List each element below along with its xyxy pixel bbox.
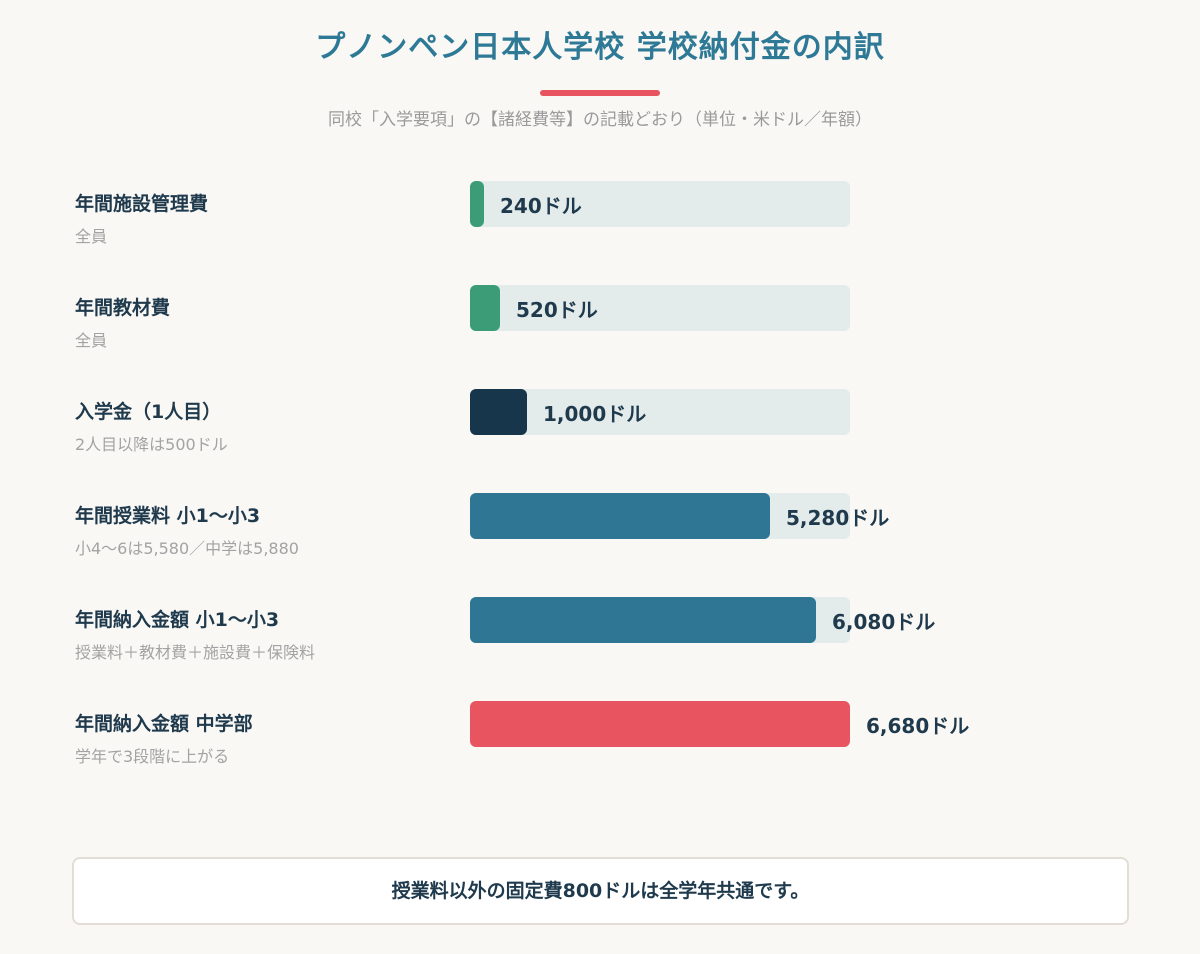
bar-category-note: 全員: [75, 331, 108, 350]
bar-row: 年間納入金額 中学部 学年で3段階に上がる 6,680ドル: [0, 701, 1200, 781]
bar-value-label: 5,280ドル: [786, 506, 890, 530]
chart-title: プノンペン日本人学校 学校納付金の内訳: [315, 30, 885, 65]
bar-category-note: 授業料＋教材費＋施設費＋保険料: [75, 643, 316, 662]
bar: [470, 389, 527, 435]
bar-row: 年間納入金額 小1〜小3 授業料＋教材費＋施設費＋保険料 6,080ドル: [0, 597, 1200, 677]
note-text: 授業料以外の固定費800ドルは全学年共通です。: [391, 880, 810, 902]
bar-track: [470, 285, 850, 331]
bar-category-note: 学年で3段階に上がる: [75, 747, 230, 766]
bar-track: [470, 181, 850, 227]
chart-subtitle: 同校「入学要項」の【諸経費等】の記載どおり（単位・米ドル／年額）: [328, 110, 872, 130]
bar: [470, 285, 500, 331]
bar: [470, 597, 816, 643]
bar: [470, 493, 770, 539]
bar-category-note: 全員: [75, 227, 108, 246]
bar-category-label: 年間納入金額 小1〜小3: [75, 609, 280, 631]
bar-category-label: 年間授業料 小1〜小3: [75, 505, 261, 527]
bar-value-label: 240ドル: [500, 194, 582, 218]
bar-category-note: 小4〜6は5,580／中学は5,880: [75, 539, 299, 558]
bar-row: 入学金（1人目） 2人目以降は500ドル 1,000ドル: [0, 389, 1200, 469]
bar: [470, 181, 484, 227]
bar-value-label: 520ドル: [516, 298, 598, 322]
bar-category-note: 2人目以降は500ドル: [75, 435, 228, 454]
bar-value-label: 6,080ドル: [832, 610, 936, 634]
bar: [470, 701, 850, 747]
bar-category-label: 年間施設管理費: [75, 193, 209, 215]
bar-row: 年間授業料 小1〜小3 小4〜6は5,580／中学は5,880 5,280ドル: [0, 493, 1200, 573]
bar-category-label: 年間教材費: [75, 297, 171, 319]
bar-row: 年間施設管理費 全員 240ドル: [0, 181, 1200, 261]
bar-category-label: 入学金（1人目）: [75, 401, 222, 423]
bar-row: 年間教材費全員 520ドル: [0, 285, 1200, 365]
bar-value-label: 6,680ドル: [866, 714, 970, 738]
bar-value-label: 1,000ドル: [543, 402, 647, 426]
bar-category-label: 年間納入金額 中学部: [75, 713, 253, 735]
bar-track: [470, 389, 850, 435]
title-accent-line: [540, 90, 660, 96]
note-box: 授業料以外の固定費800ドルは全学年共通です。: [72, 857, 1129, 925]
